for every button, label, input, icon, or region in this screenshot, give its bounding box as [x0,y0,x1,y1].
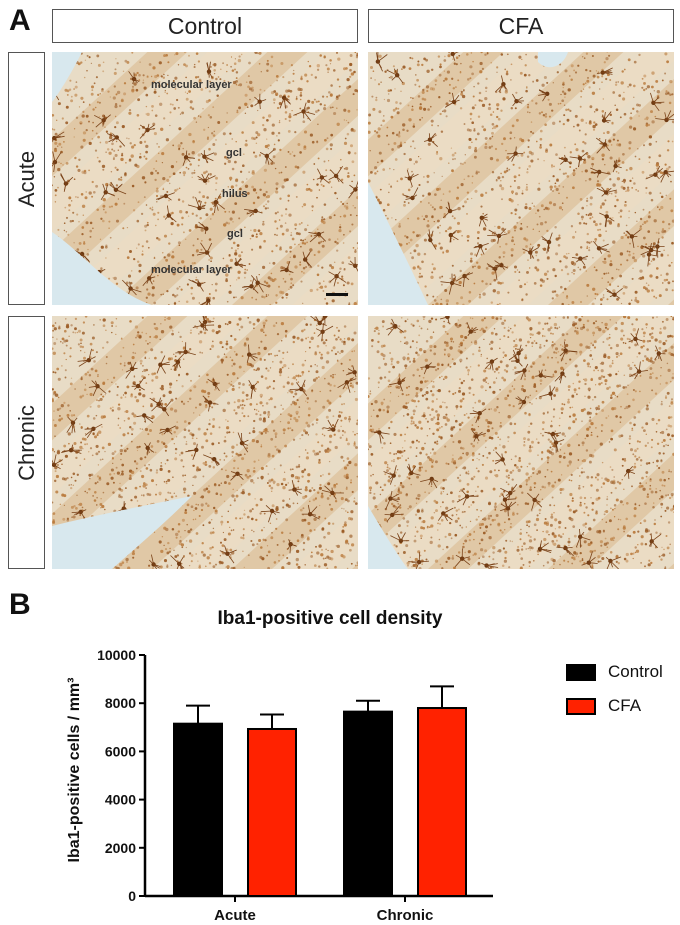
panel-b-label: B [9,588,31,621]
x-tick-label: Acute [214,907,256,924]
micrograph-acute-cfa-image [368,52,674,305]
micrograph-chronic-cfa-image [368,316,674,569]
y-tick-label: 6000 [105,743,136,759]
layer-label-hilus: hilus [222,188,248,200]
legend-item-cfa: CFA [566,696,641,716]
bar-control-chronic [343,710,393,897]
micrograph-chronic-control [52,316,358,569]
axes: 0 2000 4000 6000 8000 10000 Acute Chronic [97,647,493,924]
bars [173,685,467,897]
bar-chart: Iba1-positive cell density Iba1-positive… [66,608,493,924]
bar-control-acute [173,722,223,897]
bar-cfa-acute [247,727,297,897]
legend-item-control: Control [566,662,663,682]
layer-label-molecular-bottom: molecular layer [151,264,232,276]
micrograph-acute-cfa [368,52,674,305]
micrograph-chronic-cfa [368,316,674,569]
panel-a-label: A [9,4,31,37]
scale-bar [326,293,348,296]
micrograph-chronic-control-image [52,316,358,569]
legend-label-control: Control [608,662,663,681]
legend-label-cfa: CFA [608,696,642,715]
column-header-cfa: CFA [368,9,674,43]
bar-cfa-chronic [417,707,467,897]
row-header-chronic-label: Chronic [13,404,39,481]
row-header-chronic: Chronic [8,316,45,569]
column-header-control: Control [52,9,358,43]
y-tick-label: 8000 [105,695,136,711]
y-tick-label: 0 [128,888,136,904]
micrograph-acute-control [52,52,358,305]
y-axis-label: Iba1-positive cells / mm³ [66,678,83,863]
layer-label-molecular-top: molecular layer [151,79,232,91]
legend-swatch-control [566,663,596,681]
legend-swatch-cfa [566,697,596,715]
row-header-acute: Acute [8,52,45,305]
layer-label-gcl-top: gcl [226,147,242,159]
layer-label-gcl-bottom: gcl [227,228,243,240]
x-tick-label: Chronic [377,907,434,924]
chart-title: Iba1-positive cell density [218,608,443,629]
y-tick-label: 2000 [105,840,136,856]
y-tick-label: 4000 [105,792,136,808]
micrograph-acute-control-image [52,52,358,305]
y-tick-label: 10000 [97,647,136,663]
row-header-acute-label: Acute [13,150,39,207]
